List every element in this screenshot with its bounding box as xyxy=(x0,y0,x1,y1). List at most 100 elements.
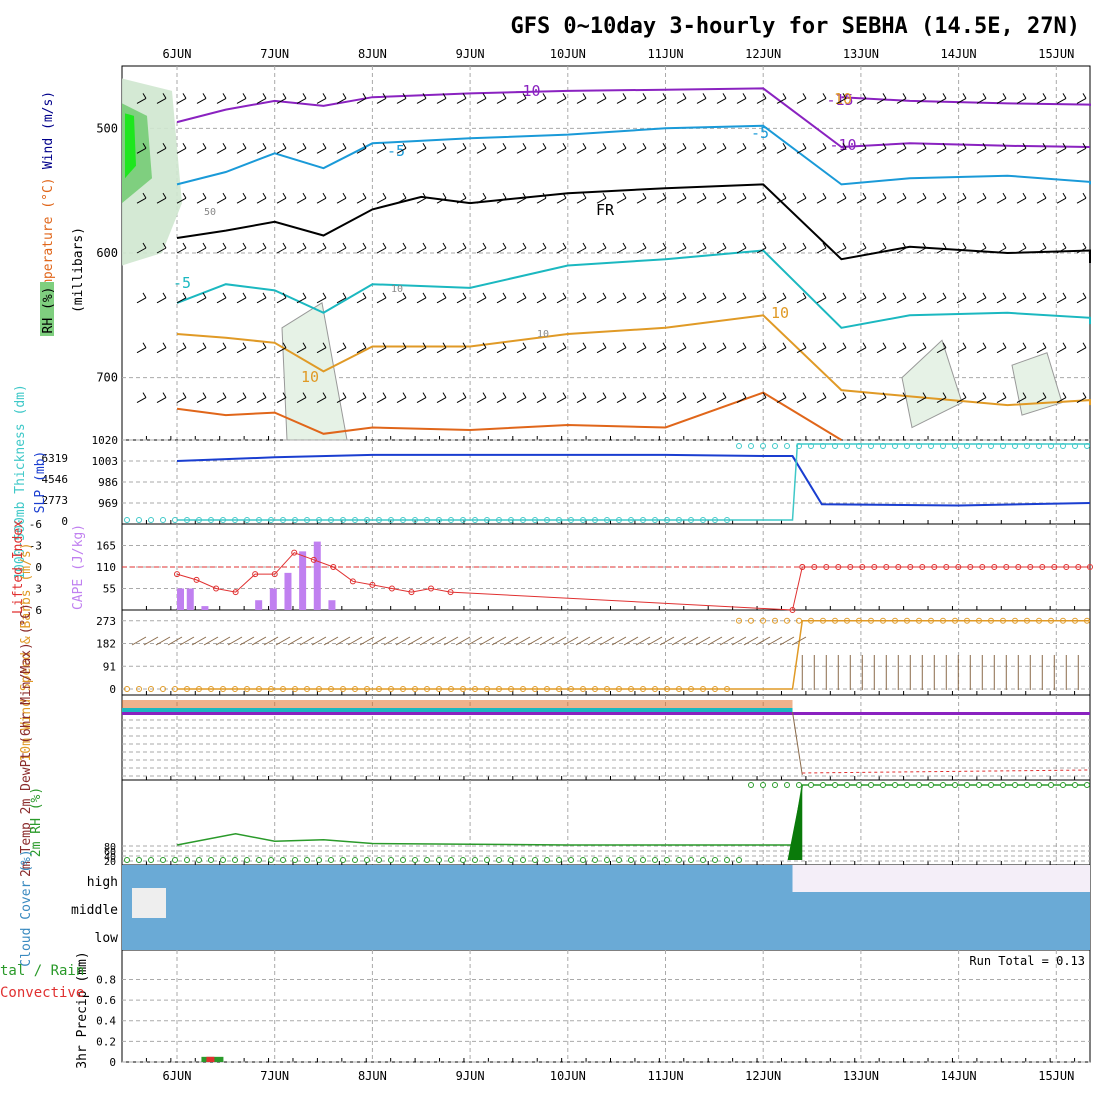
upper-wind-barb xyxy=(156,242,167,254)
thickness-marker xyxy=(868,443,874,449)
upper-wind-barb xyxy=(696,292,707,304)
bottom-date-label: 10JUN xyxy=(550,1069,586,1083)
thickness-marker xyxy=(496,517,502,523)
upper-wind-barb xyxy=(396,292,407,304)
thickness-marker xyxy=(1036,443,1042,449)
upper-wind-barb xyxy=(176,93,187,104)
upper-wind-barb xyxy=(356,292,367,304)
upper-wind-barb xyxy=(1036,342,1047,354)
upper-wind-barb xyxy=(496,342,507,354)
upper-wind-barb xyxy=(536,392,547,404)
upper-wind-barb xyxy=(536,242,547,254)
upper-wind-barb xyxy=(976,242,987,254)
rh2m-marker xyxy=(940,782,946,788)
upper-wind-barb xyxy=(236,93,247,104)
upper-wind-barb xyxy=(976,342,987,354)
upper-wind-barb xyxy=(196,93,207,104)
wind-speed-marker xyxy=(580,686,586,692)
cape-bar xyxy=(186,588,194,610)
upper-wind-barb xyxy=(516,143,527,154)
axis-label-wind10m: 10m Wind Speed & Barbs (m/s) xyxy=(19,542,34,761)
upper-wind-barb xyxy=(956,292,967,304)
upper-wind-barb xyxy=(496,143,507,154)
upper-wind-barb xyxy=(696,342,707,354)
thickness-marker xyxy=(904,443,910,449)
cape-bar xyxy=(255,600,263,610)
rh2m-marker xyxy=(688,857,694,863)
upper-wind-barb xyxy=(936,342,947,354)
upper-wind-barb xyxy=(856,143,867,154)
upper-wind-barb xyxy=(276,93,287,104)
upper-wind-barb xyxy=(316,143,327,154)
cape-bar xyxy=(177,588,184,610)
thickness-marker xyxy=(436,517,442,523)
wind-speed-marker xyxy=(568,686,574,692)
cloud-high-clear xyxy=(792,865,1090,892)
upper-wind-barb xyxy=(1076,242,1087,254)
upper-wind-barb xyxy=(696,93,707,104)
upper-wind-barb xyxy=(556,192,567,204)
upper-wind-barb xyxy=(616,342,627,354)
upper-wind-barb xyxy=(856,392,867,404)
isotherm-label: -10 xyxy=(513,82,540,100)
rh2m-marker xyxy=(664,857,670,863)
upper-wind-barb xyxy=(836,342,847,354)
thickness-marker xyxy=(688,517,694,523)
thickness-tick-label: 0 xyxy=(61,515,68,528)
precip-tick-label: 0.2 xyxy=(96,1035,116,1048)
thickness-marker xyxy=(592,517,598,523)
pressure-tick-label: 600 xyxy=(96,246,118,260)
thickness-marker xyxy=(124,517,130,523)
upper-wind-barb xyxy=(896,292,907,304)
axis-label-temperature: Temperature (°C) xyxy=(41,177,56,302)
wind-speed-marker xyxy=(232,686,238,692)
upper-wind-barb xyxy=(816,292,827,304)
surface-wind-barb xyxy=(779,636,795,646)
rh2m-marker xyxy=(928,782,934,788)
surface-wind-barb xyxy=(479,636,495,646)
run-total-label: Run Total = 0.13 xyxy=(969,954,1085,968)
wind-speed-marker xyxy=(1084,617,1090,624)
upper-wind-barb xyxy=(916,93,927,104)
thickness-marker xyxy=(196,517,202,523)
upper-wind-barb xyxy=(836,143,847,154)
wind-speed-marker xyxy=(496,686,502,692)
surface-wind-barb xyxy=(599,636,615,646)
upper-wind-barb xyxy=(396,93,407,104)
thickness-marker xyxy=(928,443,934,449)
lifted-index-marker xyxy=(1051,564,1058,570)
wind-speed-marker xyxy=(376,686,382,692)
upper-wind-barb xyxy=(496,292,507,304)
thickness-marker xyxy=(184,517,190,523)
thickness-marker xyxy=(352,517,358,523)
upper-wind-barb xyxy=(856,93,867,104)
upper-wind-barb xyxy=(676,342,687,354)
upper-wind-barb xyxy=(976,143,987,154)
thickness-marker xyxy=(280,517,286,523)
rh2m-marker xyxy=(640,857,646,863)
lifted-index-marker xyxy=(835,564,842,570)
upper-wind-barb xyxy=(336,392,347,404)
axis-label-rh2m: 2m RH (%) xyxy=(29,787,44,857)
upper-wind-barb xyxy=(936,242,947,254)
upper-wind-barb xyxy=(596,93,607,104)
upper-wind-barb xyxy=(656,292,667,304)
thickness-marker xyxy=(1048,443,1054,449)
surface-wind-barb xyxy=(731,636,747,646)
rh2m-marker xyxy=(784,782,790,788)
li-tick-label: 6 xyxy=(35,604,42,617)
upper-wind-barb xyxy=(1076,342,1087,354)
upper-wind-barb xyxy=(476,242,487,254)
thickness-marker xyxy=(328,517,334,523)
thickness-marker xyxy=(628,517,634,523)
surface-wind-barb xyxy=(215,636,231,646)
thickness-marker xyxy=(880,443,886,449)
surface-wind-barb xyxy=(131,636,147,646)
wind-speed-marker xyxy=(424,686,430,692)
upper-wind-barb xyxy=(1016,392,1027,404)
wind-speed-marker xyxy=(916,617,922,624)
upper-wind-barb xyxy=(676,143,687,154)
thickness-marker xyxy=(556,517,562,523)
upper-wind-barb xyxy=(296,192,307,204)
lifted-index-marker xyxy=(979,564,986,570)
